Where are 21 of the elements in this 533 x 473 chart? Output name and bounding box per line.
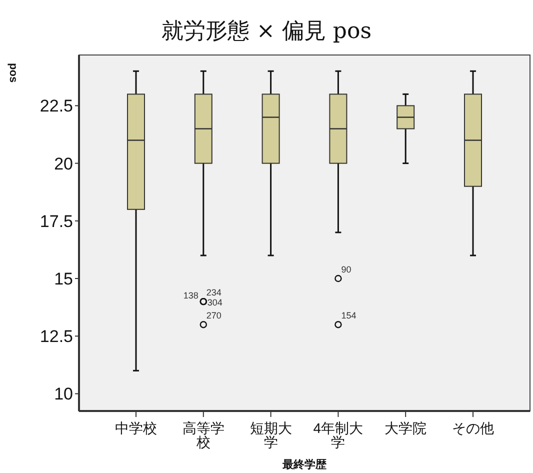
- x-tick-label: 4年制大学: [313, 420, 364, 450]
- chart-title: 就労形態 × 偏見 pos: [161, 19, 372, 44]
- annotation: 138: [183, 290, 198, 301]
- x-tick-label: その他: [452, 420, 494, 436]
- y-axis-title: pos: [7, 63, 19, 83]
- y-tick-label: 17.5: [40, 212, 73, 231]
- annotation: 270: [206, 310, 222, 321]
- annotation: 304: [207, 298, 222, 308]
- annotation: 154: [341, 310, 356, 321]
- y-tick-label: 22.5: [40, 96, 73, 116]
- x-axis-title: 最終学歴: [282, 458, 328, 471]
- x-tick-label: 大学院: [384, 420, 427, 436]
- annotation: 234: [206, 288, 222, 298]
- y-tick-label: 12.5: [40, 327, 73, 346]
- x-tick-label: 高等学校: [182, 420, 224, 450]
- x-tick-label: 短期大学: [250, 420, 292, 450]
- y-tick-label: 15: [54, 270, 73, 289]
- y-tick-label: 10: [54, 384, 73, 404]
- y-tick-label: 20: [54, 154, 73, 174]
- annotation: 90: [341, 264, 352, 275]
- x-tick-label: 中学校: [115, 420, 157, 436]
